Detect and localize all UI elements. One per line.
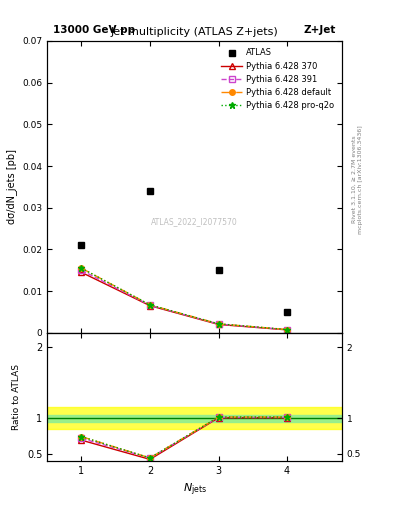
Text: Z+Jet: Z+Jet (304, 25, 336, 35)
Text: mcplots.cern.ch [arXiv:1306.3436]: mcplots.cern.ch [arXiv:1306.3436] (358, 125, 363, 233)
Bar (47, 415, 342, 422)
Pythia 6.428 pro-q2o (79, 265, 84, 271)
Y-axis label: dσ/dN_jets [pb]: dσ/dN_jets [pb] (6, 150, 17, 224)
Line: Pythia 6.428 370: Pythia 6.428 370 (79, 270, 290, 333)
Line: Pythia 6.428 pro-q2o: Pythia 6.428 pro-q2o (78, 265, 290, 333)
ATLAS (285, 309, 289, 315)
Y-axis label: Ratio to ATLAS: Ratio to ATLAS (12, 364, 21, 430)
Line: Pythia 6.428 391: Pythia 6.428 391 (79, 267, 290, 332)
ATLAS (148, 188, 152, 194)
Title: Jet multiplicity (ATLAS Z+jets): Jet multiplicity (ATLAS Z+jets) (111, 28, 278, 37)
Pythia 6.428 default (216, 321, 221, 327)
Pythia 6.428 391 (79, 267, 84, 273)
Pythia 6.428 391 (148, 302, 152, 308)
ATLAS (79, 242, 84, 248)
Bar (47, 408, 342, 429)
Pythia 6.428 pro-q2o (216, 321, 221, 327)
Pythia 6.428 370 (148, 303, 152, 309)
Pythia 6.428 default (79, 265, 84, 271)
Text: ATLAS_2022_I2077570: ATLAS_2022_I2077570 (151, 218, 238, 226)
Line: ATLAS: ATLAS (78, 187, 290, 315)
Pythia 6.428 370 (285, 327, 289, 333)
Pythia 6.428 default (285, 327, 289, 333)
Pythia 6.428 default (148, 302, 152, 308)
Pythia 6.428 391 (285, 327, 289, 333)
Legend: ATLAS, Pythia 6.428 370, Pythia 6.428 391, Pythia 6.428 default, Pythia 6.428 pr: ATLAS, Pythia 6.428 370, Pythia 6.428 39… (218, 45, 338, 114)
Pythia 6.428 391 (216, 321, 221, 327)
Text: Rivet 3.1.10, ≥ 2.7M events: Rivet 3.1.10, ≥ 2.7M events (352, 135, 357, 223)
ATLAS (216, 267, 221, 273)
Text: 13000 GeV pp: 13000 GeV pp (53, 25, 135, 35)
Pythia 6.428 370 (216, 322, 221, 328)
X-axis label: $N_\mathrm{jets}$: $N_\mathrm{jets}$ (182, 481, 207, 498)
Pythia 6.428 pro-q2o (148, 302, 152, 308)
Pythia 6.428 370 (79, 269, 84, 275)
Pythia 6.428 pro-q2o (285, 327, 289, 333)
Line: Pythia 6.428 default: Pythia 6.428 default (79, 265, 290, 332)
